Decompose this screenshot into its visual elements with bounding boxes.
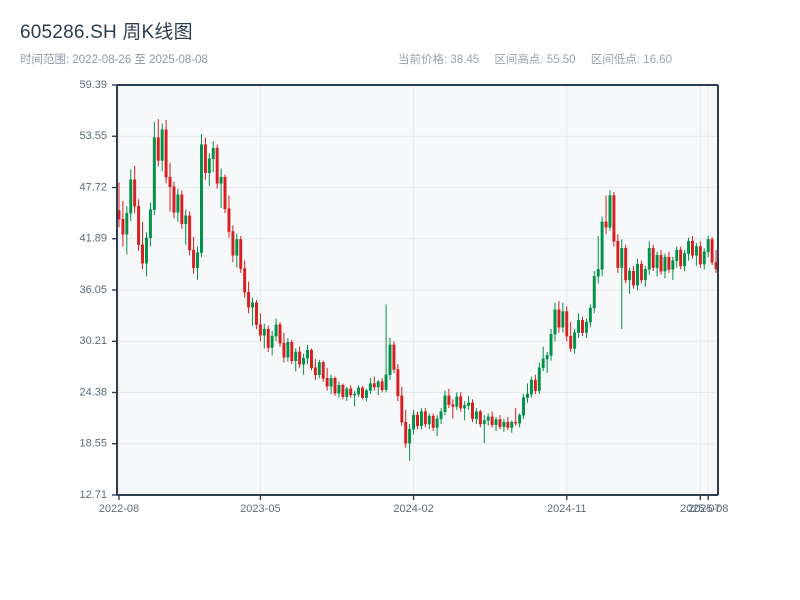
stat-range-low-value: 16.60 bbox=[643, 54, 672, 66]
y-axis-ticks: 12.71 18.55 24.38 30.21 36.05 41.89 47.72 53.55… bbox=[79, 79, 117, 501]
y-tick-label: 30.21 bbox=[79, 335, 107, 347]
x-axis-ticks: 2022-08 2023-05 2024-02 2024-11 2025-072025-… bbox=[99, 495, 728, 515]
y-tick-label: 36.05 bbox=[79, 284, 107, 296]
y-tick-label: 53.55 bbox=[79, 130, 107, 142]
stat-range-low: 区间低点: 16.60 bbox=[591, 54, 672, 66]
stat-range-high: 区间高点: 55.50 bbox=[494, 54, 578, 66]
x-tick-label: 2025-08 bbox=[688, 503, 728, 515]
y-tick-label: 12.71 bbox=[79, 489, 107, 501]
y-tick-label: 18.55 bbox=[79, 438, 107, 450]
stat-range-low-label: 区间低点: bbox=[590, 54, 640, 66]
x-tick-label: 2024-11 bbox=[547, 503, 587, 515]
y-tick-label: 41.89 bbox=[79, 233, 107, 245]
stat-current-price-label: 当前价格: bbox=[398, 54, 448, 66]
candle-series bbox=[117, 119, 718, 461]
time-range-label: 时间范围: 2022-08-26 至 2025-08-08 bbox=[20, 54, 208, 66]
x-tick-label: 2023-05 bbox=[240, 503, 280, 515]
x-tick-label: 2022-08 bbox=[99, 503, 139, 515]
axis-spines bbox=[116, 84, 719, 496]
page-title: 605286.SH 周K线图 bbox=[20, 22, 193, 43]
y-tick-label: 47.72 bbox=[79, 181, 107, 193]
stat-range-high-value: 55.50 bbox=[546, 54, 576, 66]
y-tick-label: 59.39 bbox=[79, 79, 107, 91]
stats-summary: 当前价格: 38.45 区间高点: 55.50 区间低点: 16.60 bbox=[398, 51, 672, 67]
x-tick-label: 2025-07 bbox=[680, 503, 720, 515]
x-tick-label: 2024-02 bbox=[393, 503, 433, 515]
stat-current-price-value: 38.45 bbox=[450, 54, 480, 66]
stat-range-high-label: 区间高点: bbox=[494, 54, 544, 66]
y-tick-label: 24.38 bbox=[79, 386, 107, 398]
stat-current-price: 当前价格: 38.45 bbox=[398, 54, 482, 66]
